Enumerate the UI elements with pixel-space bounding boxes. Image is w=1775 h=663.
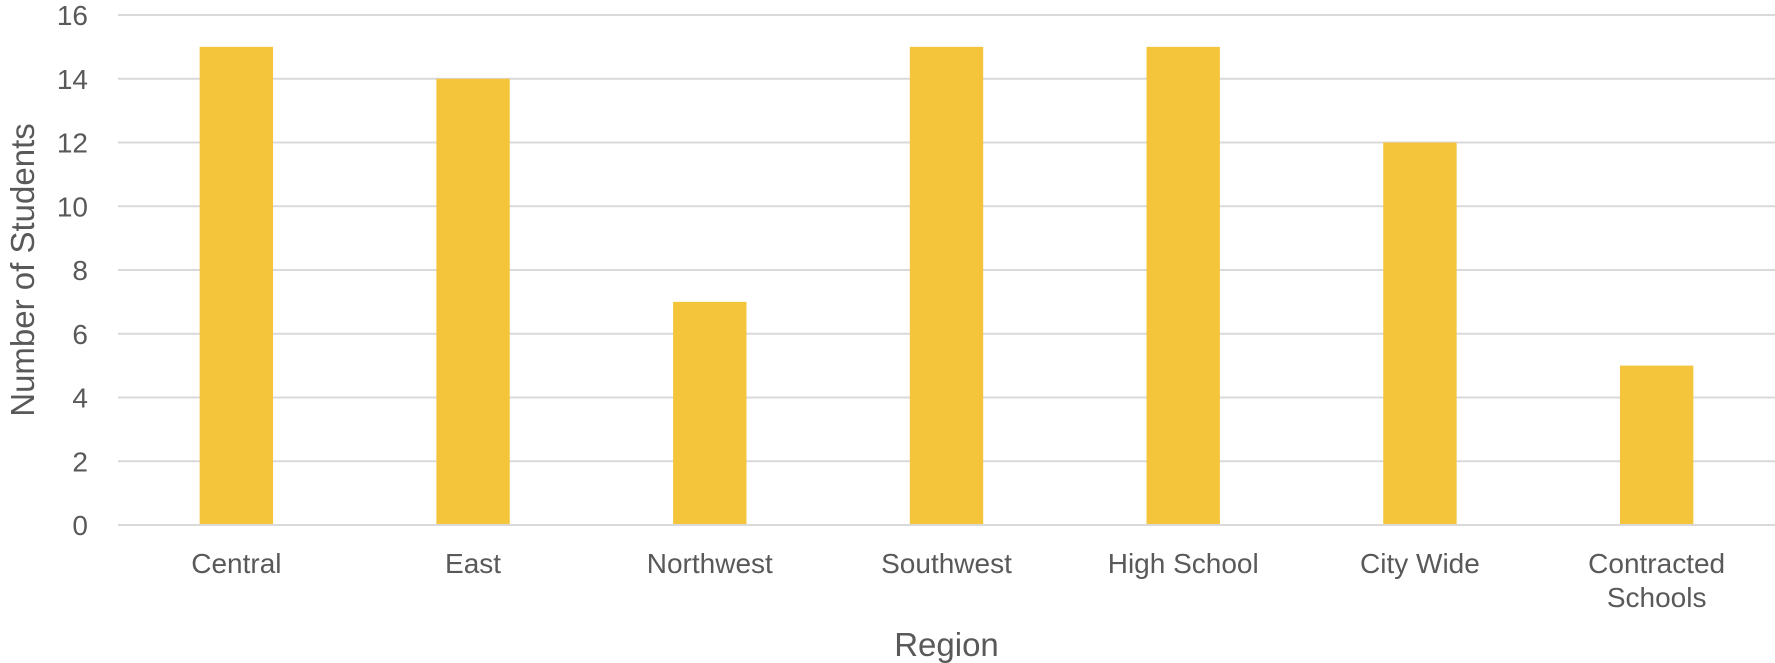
y-tick-label: 0 — [72, 510, 88, 541]
y-tick-label: 4 — [72, 383, 88, 414]
y-axis-ticks: 0 2 4 6 8 10 12 14 16 — [57, 0, 88, 541]
x-tick-label: Central — [191, 548, 281, 579]
x-tick-label: Contracted Schools — [1588, 548, 1725, 613]
bar — [1383, 142, 1457, 525]
bar — [1619, 365, 1694, 525]
x-tick-label: High School — [1108, 548, 1259, 579]
y-tick-label: 14 — [57, 64, 88, 95]
x-axis-title: Region — [894, 626, 999, 663]
bar — [673, 301, 747, 525]
y-tick-label: 16 — [57, 0, 88, 31]
x-tick-label: Northwest — [647, 548, 773, 579]
bar — [909, 46, 984, 525]
y-tick-label: 6 — [72, 319, 88, 350]
y-tick-label: 2 — [72, 446, 88, 477]
x-axis-labels: Central East Northwest Southwest High School… — [191, 548, 1725, 613]
y-axis-title: Number of Students — [4, 123, 41, 417]
bar — [1146, 46, 1220, 525]
bars — [199, 46, 1694, 525]
y-tick-label: 8 — [72, 255, 88, 286]
x-tick-label: City Wide — [1360, 548, 1480, 579]
bar — [199, 46, 274, 525]
y-tick-label: 10 — [57, 191, 88, 222]
bar — [436, 78, 510, 525]
x-tick-label: East — [445, 548, 501, 579]
x-tick-label: Southwest — [881, 548, 1012, 579]
y-tick-label: 12 — [57, 128, 88, 159]
